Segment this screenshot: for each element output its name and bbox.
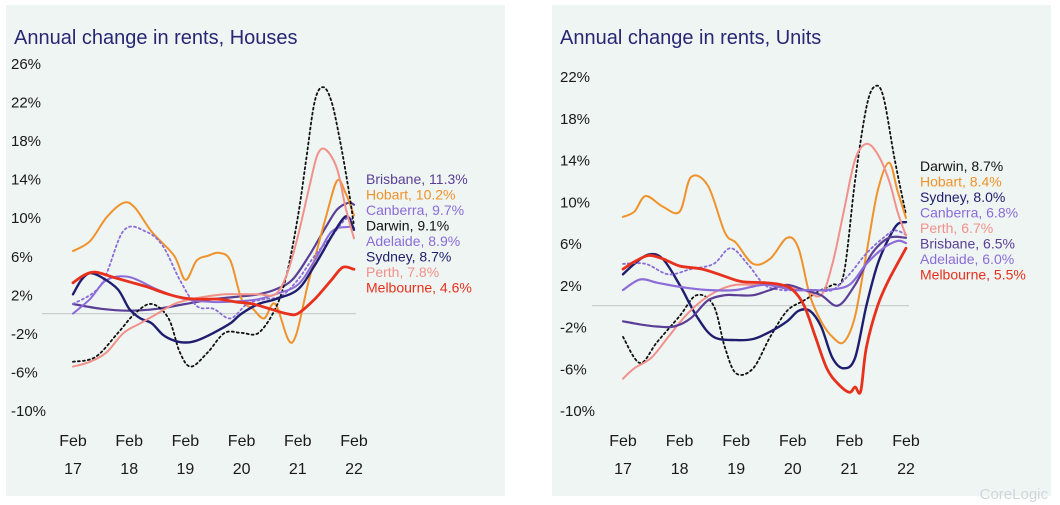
- houses-chart-title: Annual change in rents, Houses: [14, 27, 298, 49]
- houses-series-darwin: [72, 86, 355, 368]
- units-chart-title: Annual change in rents, Units: [560, 27, 822, 49]
- watermark: CoreLogic: [979, 486, 1048, 503]
- units-series-canberra: [622, 229, 907, 293]
- houses-x-tick-month: Feb: [115, 433, 143, 450]
- houses-x-tick-month: Feb: [172, 433, 200, 450]
- houses-y-tick-label: 10%: [11, 210, 41, 227]
- houses-y-tick-label: 18%: [11, 133, 41, 150]
- houses-x-tick-year: 20: [233, 461, 251, 478]
- houses-x-tick-year: 18: [120, 461, 138, 478]
- houses-x-tick-month: Feb: [59, 433, 87, 450]
- houses-y-tick-label: 22%: [11, 95, 41, 112]
- units-y-tick-label: 6%: [560, 236, 582, 253]
- houses-y-tick-label: 26%: [11, 56, 41, 73]
- units-y-tick-label: -10%: [560, 403, 595, 420]
- units-y-tick-label: 14%: [560, 153, 590, 170]
- houses-x-tick-year: 19: [177, 461, 195, 478]
- units-y-tick-label: 18%: [560, 111, 590, 128]
- units-legend-label: Perth, 6.7%: [920, 220, 993, 236]
- units-y-tick-label: 2%: [560, 278, 582, 295]
- units-series-darwin: [622, 84, 907, 376]
- units-x-tick-month: Feb: [836, 433, 864, 450]
- houses-y-tick-label: -6%: [11, 364, 38, 381]
- units-series-brisbane: [621, 235, 908, 329]
- houses-chart: 26% 22% 18% 14% 10% 6% 2% -2% -6% -10% Feb 17 Feb 18 F…: [11, 56, 472, 478]
- units-x-tick-month: Feb: [666, 433, 694, 450]
- units-legend-label: Darwin, 8.7%: [920, 158, 1003, 174]
- houses-legend-label: Sydney, 8.7%: [366, 249, 451, 265]
- houses-x-tick-year: 17: [64, 461, 82, 478]
- houses-series-brisbane: [71, 201, 356, 312]
- units-y-tick-label: 10%: [560, 194, 590, 211]
- houses-x-tick-year: 21: [289, 461, 307, 478]
- units-legend-label: Hobart, 8.4%: [920, 174, 1002, 190]
- units-x-tick-year: 18: [671, 461, 689, 478]
- houses-legend-label: Canberra, 9.7%: [366, 202, 464, 218]
- units-series-melbourne: [621, 246, 908, 395]
- houses-legend-label: Adelaide, 8.9%: [366, 233, 460, 249]
- houses-y-tick-label: 2%: [11, 287, 33, 304]
- houses-legend-label: Darwin, 9.1%: [366, 218, 449, 234]
- units-series-hobart: [622, 161, 907, 345]
- houses-x-tick-month: Feb: [228, 433, 256, 450]
- units-legend-label: Sydney, 8.0%: [920, 189, 1005, 205]
- houses-x-tick-month: Feb: [340, 433, 368, 450]
- units-legend-label: Brisbane, 6.5%: [920, 236, 1015, 252]
- houses-x-tick-month: Feb: [284, 433, 312, 450]
- units-legend-label: Canberra, 6.8%: [920, 205, 1018, 221]
- houses-chart-panel: Annual change in rents, Houses 26% 22% 18%…: [6, 5, 505, 496]
- houses-series-hobart: [72, 178, 355, 344]
- units-x-tick-year: 17: [614, 461, 632, 478]
- houses-legend-label: Perth, 7.8%: [366, 264, 439, 280]
- units-x-tick-month: Feb: [892, 433, 920, 450]
- units-x-tick-year: 19: [727, 461, 745, 478]
- houses-legend-label: Brisbane, 11.3%: [366, 171, 468, 187]
- units-chart: 22% 18% 14% 10% 6% 2% -2% -6% -10% Feb 17 Feb 18 Feb 1…: [560, 69, 1026, 478]
- houses-series-sydney: [71, 215, 356, 344]
- units-chart-panel: Annual change in rents, Units 22% 18% 14% 1…: [552, 5, 1051, 496]
- units-y-tick-label: -6%: [560, 361, 587, 378]
- units-series-sydney: [621, 220, 908, 370]
- houses-legend-label: Melbourne, 4.6%: [366, 280, 472, 296]
- houses-series-melbourne: [71, 265, 356, 317]
- houses-y-tick-label: -10%: [11, 403, 46, 420]
- units-x-tick-month: Feb: [779, 433, 807, 450]
- units-x-tick-year: 22: [897, 461, 915, 478]
- houses-x-tick-year: 22: [345, 461, 363, 478]
- units-y-tick-label: -2%: [560, 320, 587, 337]
- houses-y-tick-label: 14%: [11, 172, 41, 189]
- units-x-tick-month: Feb: [722, 433, 750, 450]
- houses-legend-label: Hobart, 10.2%: [366, 187, 456, 203]
- houses-series-perth: [72, 147, 355, 368]
- units-legend-label: Adelaide, 6.0%: [920, 251, 1014, 267]
- houses-y-tick-label: -2%: [11, 326, 38, 343]
- units-y-tick-label: 22%: [560, 69, 590, 86]
- units-legend-label: Melbourne, 5.5%: [920, 267, 1026, 283]
- units-x-tick-year: 20: [784, 461, 802, 478]
- units-x-tick-month: Feb: [609, 433, 637, 450]
- houses-y-tick-label: 6%: [11, 249, 33, 266]
- units-x-tick-year: 21: [841, 461, 859, 478]
